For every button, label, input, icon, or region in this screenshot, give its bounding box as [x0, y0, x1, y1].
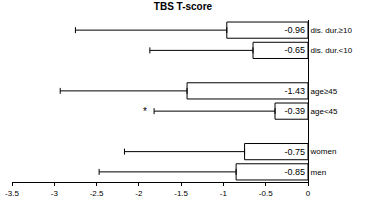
- svg-text:-0.5: -0.5: [259, 189, 273, 198]
- svg-text:-0.39: -0.39: [284, 106, 305, 116]
- svg-text:-2: -2: [135, 189, 143, 198]
- svg-text:men: men: [311, 168, 327, 177]
- svg-text:-3: -3: [51, 189, 59, 198]
- svg-text:-1: -1: [220, 189, 228, 198]
- svg-text:-3.5: -3.5: [5, 189, 19, 198]
- svg-text:dis. dur.≥10: dis. dur.≥10: [311, 26, 353, 35]
- svg-text:*: *: [143, 106, 147, 117]
- svg-text:age<45: age<45: [311, 107, 338, 116]
- svg-text:-0.75: -0.75: [284, 147, 305, 157]
- svg-text:-1.5: -1.5: [174, 189, 188, 198]
- svg-text:-2.5: -2.5: [90, 189, 104, 198]
- svg-text:women: women: [310, 147, 337, 156]
- svg-text:-0.85: -0.85: [284, 167, 305, 177]
- svg-text:-0.96: -0.96: [284, 25, 305, 35]
- svg-text:age≥45: age≥45: [311, 87, 338, 96]
- svg-text:0: 0: [306, 189, 311, 198]
- svg-text:-1.43: -1.43: [284, 86, 305, 96]
- svg-text:-0.65: -0.65: [284, 45, 305, 55]
- svg-text:TBS T-score: TBS T-score: [154, 1, 213, 12]
- svg-text:dis. dur.<10: dis. dur.<10: [311, 46, 353, 55]
